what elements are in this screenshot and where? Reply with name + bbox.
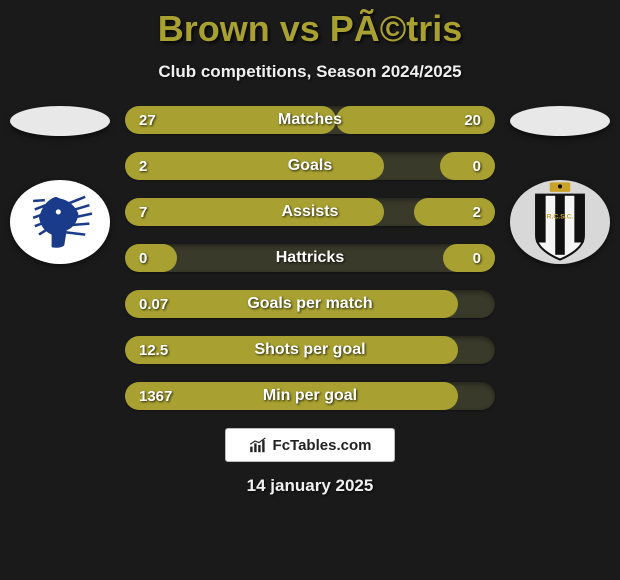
stat-value-left: 0.07	[125, 296, 185, 313]
stat-value-left: 27	[125, 112, 185, 129]
stat-value-right: 2	[435, 204, 495, 221]
stat-value-left: 2	[125, 158, 185, 175]
page-title: Brown vs PÃ©tris	[0, 0, 620, 50]
stat-label: Goals per match	[185, 295, 435, 313]
stats-area: R.C.S.C. 27Matches202Goals07Assists20Hat…	[0, 106, 620, 410]
stat-value-right: 20	[435, 112, 495, 129]
stat-row: 27Matches20	[125, 106, 495, 134]
watermark-label: FcTables.com	[273, 437, 372, 454]
stat-row: 12.5Shots per goal	[125, 336, 495, 364]
team1-disc	[10, 106, 110, 136]
stat-text: 2Goals0	[125, 157, 495, 175]
team1-logo	[10, 180, 110, 264]
stat-text: 7Assists2	[125, 203, 495, 221]
team1-logo-block	[10, 106, 110, 236]
team1-crest-icon	[18, 180, 102, 264]
stat-value-left: 12.5	[125, 342, 185, 359]
chart-icon	[249, 437, 269, 453]
stat-text: 0Hattricks0	[125, 249, 495, 267]
team2-disc	[510, 106, 610, 136]
page-subtitle: Club competitions, Season 2024/2025	[0, 62, 620, 82]
stat-label: Matches	[185, 111, 435, 129]
stat-label: Assists	[185, 203, 435, 221]
stat-row: 1367Min per goal	[125, 382, 495, 410]
stat-value-left: 1367	[125, 388, 185, 405]
date-label: 14 january 2025	[0, 476, 620, 496]
stat-label: Goals	[185, 157, 435, 175]
team2-crest-icon: R.C.S.C.	[525, 181, 595, 263]
stat-text: 12.5Shots per goal	[125, 341, 495, 359]
stat-text: 1367Min per goal	[125, 387, 495, 405]
stat-row: 7Assists2	[125, 198, 495, 226]
stat-value-left: 7	[125, 204, 185, 221]
stat-row: 2Goals0	[125, 152, 495, 180]
stat-value-right: 0	[435, 158, 495, 175]
stat-row: 0.07Goals per match	[125, 290, 495, 318]
stat-text: 27Matches20	[125, 111, 495, 129]
watermark-badge: FcTables.com	[225, 428, 395, 462]
stat-label: Shots per goal	[185, 341, 435, 359]
comparison-card: Brown vs PÃ©tris Club competitions, Seas…	[0, 0, 620, 580]
stat-bars: 27Matches202Goals07Assists20Hattricks00.…	[125, 106, 495, 410]
stat-value-left: 0	[125, 250, 185, 267]
stat-label: Min per goal	[185, 387, 435, 405]
stat-row: 0Hattricks0	[125, 244, 495, 272]
team2-logo: R.C.S.C.	[510, 180, 610, 264]
team2-logo-block: R.C.S.C.	[510, 106, 610, 236]
svg-text:R.C.S.C.: R.C.S.C.	[547, 214, 574, 221]
stat-text: 0.07Goals per match	[125, 295, 495, 313]
stat-value-right: 0	[435, 250, 495, 267]
stat-label: Hattricks	[185, 249, 435, 267]
